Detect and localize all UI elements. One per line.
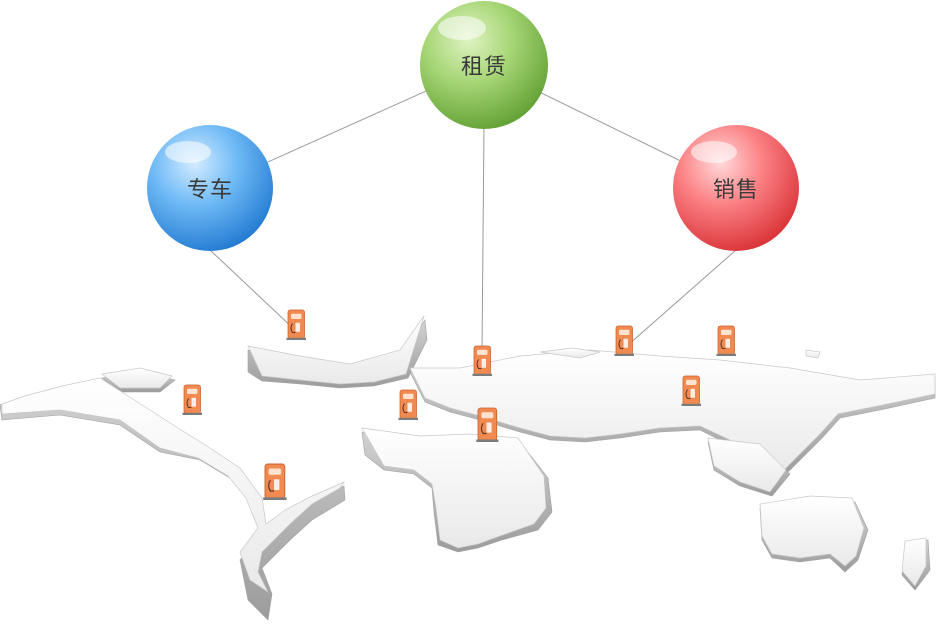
charging-station-icon [475,407,499,443]
world-map-3d [0,315,936,621]
charging-station-icon [680,375,702,407]
bubble-sales [673,125,799,251]
charging-station-icon [285,309,307,341]
charging-station-icon [397,389,419,421]
connector-rental-station [481,124,485,353]
charging-station-icon [613,325,635,357]
bubble-special-car [147,125,273,251]
connector-sales-station [627,249,737,346]
charging-station-icon [471,345,493,377]
connector-specialcar-station [209,249,296,331]
charging-station-icon [715,325,737,357]
charging-station-icon [262,463,288,501]
bubble-rental [420,1,548,129]
charging-station-icon [181,384,203,416]
